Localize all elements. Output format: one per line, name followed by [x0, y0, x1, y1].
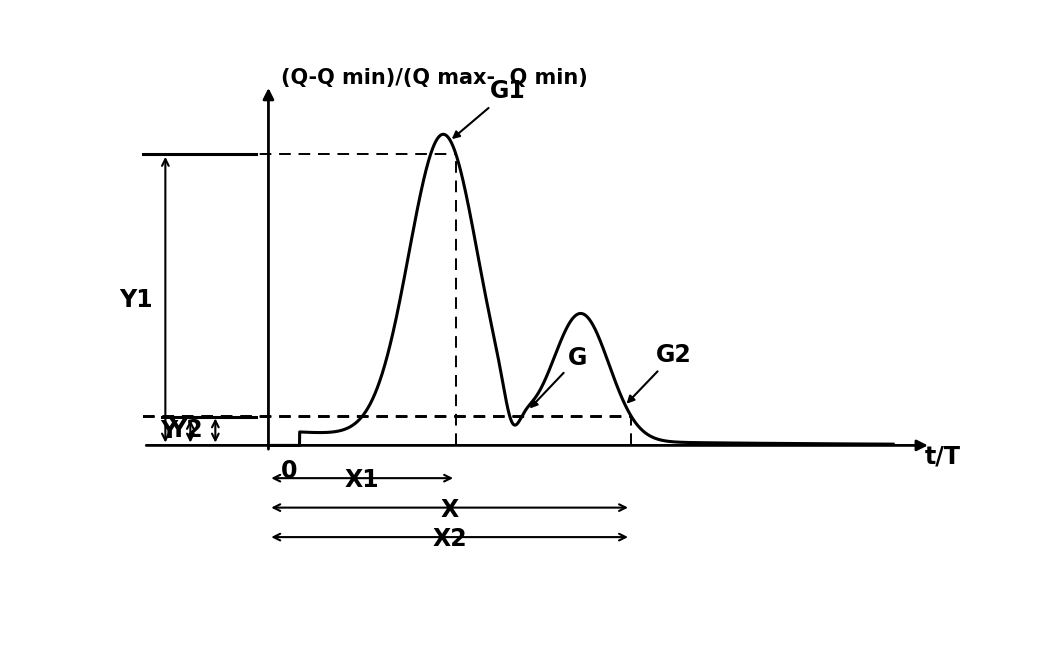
Text: X: X — [440, 498, 459, 522]
Text: Y: Y — [160, 419, 178, 443]
Text: X2: X2 — [433, 527, 467, 552]
Text: G: G — [531, 346, 588, 407]
Text: X1: X1 — [345, 468, 379, 493]
Text: G2: G2 — [628, 343, 692, 402]
Text: Y1: Y1 — [119, 288, 153, 312]
Text: (Q-Q min)/(Q max-  Q min): (Q-Q min)/(Q max- Q min) — [281, 68, 588, 88]
Text: Y2: Y2 — [169, 419, 203, 443]
Text: 0: 0 — [281, 458, 298, 483]
Text: G1: G1 — [454, 79, 526, 138]
Text: t/T: t/T — [924, 445, 960, 469]
